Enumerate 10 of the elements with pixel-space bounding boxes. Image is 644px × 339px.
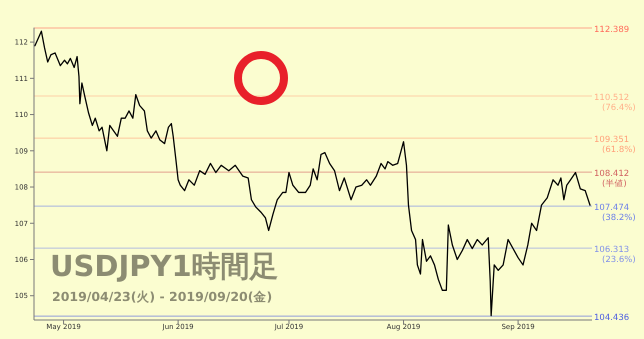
ref-line-label: 109.351 (61.8%) [594, 135, 636, 156]
ref-line-label: 112.389 [594, 25, 630, 35]
text: 2019/04/23(火) - 2019/09/20(金) [52, 289, 272, 304]
ref-line-label: 106.313 (23.6%) [594, 245, 636, 266]
text: USDJPY1時間足 [50, 249, 279, 283]
ref-line-label: 110.512 (76.4%) [594, 93, 636, 114]
ref-line-label: 108.412 (半値) [594, 169, 630, 190]
ref-line-label: 107.474 (38.2%) [594, 203, 636, 224]
line-series [34, 30, 591, 316]
ref-line-label: 104.436 [594, 313, 630, 324]
